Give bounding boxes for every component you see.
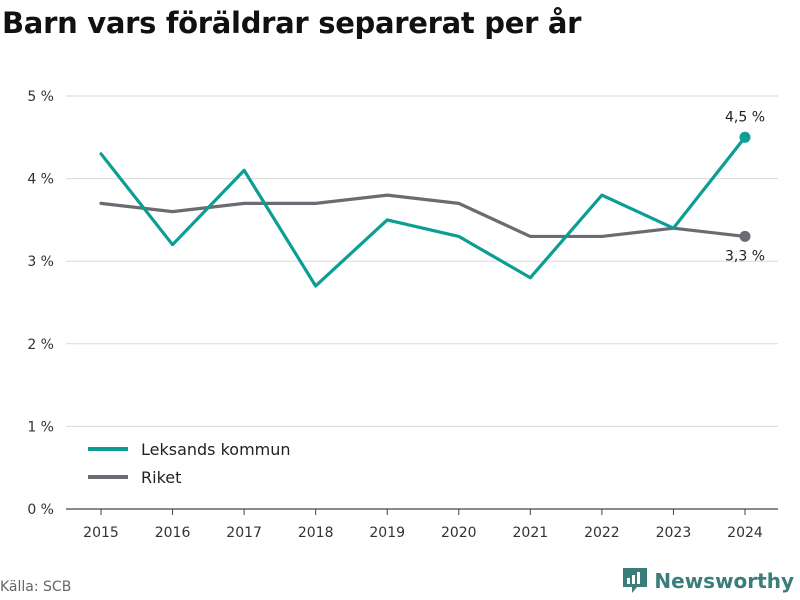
source-label: Källa: SCB xyxy=(0,579,72,595)
series-end-point-1 xyxy=(739,230,751,242)
y-tick-label: 2 % xyxy=(27,337,54,353)
x-tick-label: 2017 xyxy=(226,525,262,541)
y-tick-label: 3 % xyxy=(27,254,54,270)
x-tick-label: 2022 xyxy=(584,525,620,541)
newsworthy-logo-icon xyxy=(623,568,648,593)
series-end-label-0: 4,5 % xyxy=(725,109,765,125)
y-tick-label: 5 % xyxy=(27,89,54,105)
legend-label-1: Riket xyxy=(141,468,181,487)
y-tick-label: 0 % xyxy=(27,502,54,518)
x-tick-label: 2018 xyxy=(298,525,334,541)
x-tick-label: 2015 xyxy=(83,525,119,541)
series-end-label-1: 3,3 % xyxy=(725,248,765,264)
series-end-point-0 xyxy=(739,131,751,143)
series-line-0 xyxy=(99,135,747,288)
chart-title: Barn vars föräldrar separerat per år xyxy=(2,6,582,40)
x-tick-label: 2021 xyxy=(513,525,549,541)
x-tick-label: 2019 xyxy=(369,525,405,541)
y-tick-label: 1 % xyxy=(27,419,54,435)
brand-logo: Newsworthy xyxy=(623,568,794,594)
x-tick-label: 2016 xyxy=(155,525,191,541)
y-tick-label: 4 % xyxy=(27,172,54,188)
x-tick-label: 2024 xyxy=(727,525,763,541)
x-tick-label: 2023 xyxy=(656,525,692,541)
x-tick-label: 2020 xyxy=(441,525,477,541)
brand-name: Newsworthy xyxy=(654,569,794,593)
legend-label-0: Leksands kommun xyxy=(141,440,291,459)
